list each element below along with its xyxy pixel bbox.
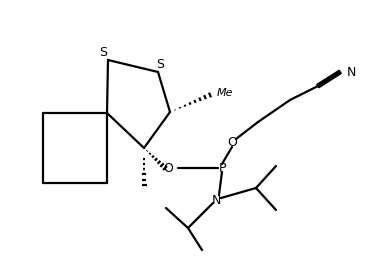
Text: O: O — [227, 136, 237, 150]
Text: P: P — [218, 162, 226, 174]
Text: Me: Me — [217, 88, 234, 98]
Text: N: N — [347, 65, 356, 79]
Text: S: S — [156, 58, 164, 72]
Text: N: N — [211, 195, 221, 207]
Text: O: O — [163, 162, 173, 174]
Text: S: S — [99, 47, 107, 59]
